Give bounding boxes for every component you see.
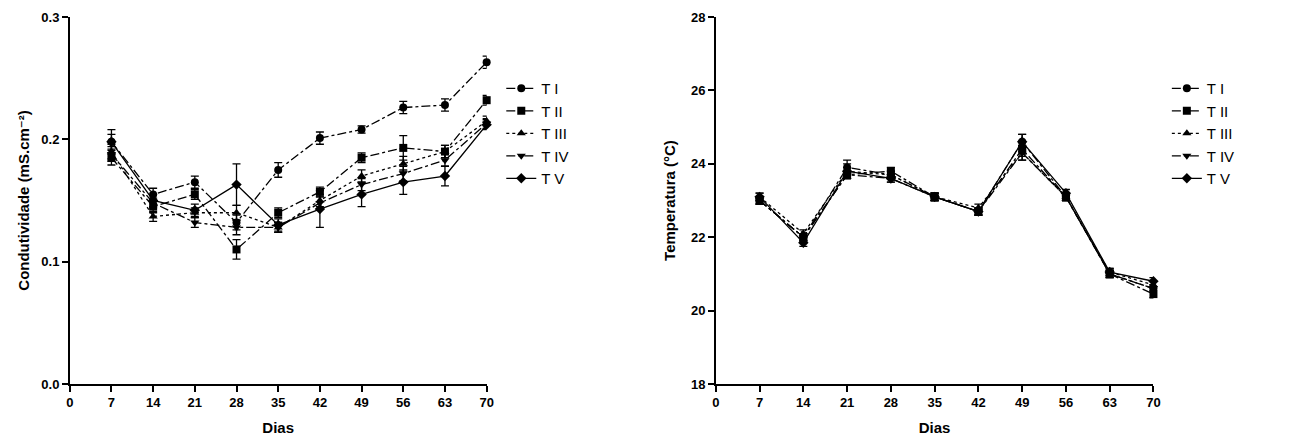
svg-text:0: 0: [712, 395, 719, 410]
svg-text:T II: T II: [541, 103, 562, 120]
svg-text:63: 63: [438, 395, 452, 410]
svg-text:22: 22: [691, 230, 705, 245]
svg-text:T V: T V: [1207, 170, 1230, 187]
svg-text:0: 0: [66, 395, 73, 410]
svg-text:20: 20: [691, 303, 705, 318]
svg-text:T V: T V: [541, 170, 564, 187]
svg-text:Condutividade (mS.cm⁻²): Condutividade (mS.cm⁻²): [15, 110, 32, 290]
svg-text:0.2: 0.2: [41, 132, 59, 147]
svg-text:14: 14: [146, 395, 161, 410]
svg-text:56: 56: [1059, 395, 1073, 410]
svg-text:42: 42: [971, 395, 985, 410]
svg-text:Temperatura (°C): Temperatura (°C): [661, 140, 678, 261]
svg-text:T III: T III: [541, 125, 567, 142]
svg-text:70: 70: [1146, 395, 1160, 410]
svg-text:35: 35: [927, 395, 941, 410]
svg-text:Dias: Dias: [262, 419, 294, 436]
svg-text:21: 21: [840, 395, 854, 410]
svg-text:28: 28: [691, 10, 705, 25]
svg-text:7: 7: [108, 395, 115, 410]
svg-text:28: 28: [884, 395, 898, 410]
svg-text:63: 63: [1102, 395, 1116, 410]
svg-text:28: 28: [229, 395, 243, 410]
svg-text:49: 49: [354, 395, 368, 410]
svg-text:Dias: Dias: [919, 419, 951, 436]
svg-text:T I: T I: [1207, 80, 1224, 97]
svg-text:T I: T I: [541, 80, 558, 97]
svg-text:0.0: 0.0: [41, 377, 59, 392]
svg-text:7: 7: [756, 395, 763, 410]
svg-text:21: 21: [188, 395, 202, 410]
svg-text:0.3: 0.3: [41, 10, 59, 25]
svg-text:0.1: 0.1: [41, 254, 59, 269]
svg-text:70: 70: [479, 395, 493, 410]
svg-text:35: 35: [271, 395, 285, 410]
svg-text:T IV: T IV: [1207, 148, 1234, 165]
svg-text:T IV: T IV: [541, 148, 568, 165]
svg-text:42: 42: [313, 395, 327, 410]
svg-text:14: 14: [796, 395, 811, 410]
svg-text:T II: T II: [1207, 103, 1228, 120]
svg-text:18: 18: [691, 377, 705, 392]
svg-text:49: 49: [1015, 395, 1029, 410]
svg-text:T III: T III: [1207, 125, 1233, 142]
svg-text:56: 56: [396, 395, 410, 410]
svg-text:24: 24: [691, 156, 706, 171]
svg-text:26: 26: [691, 83, 705, 98]
